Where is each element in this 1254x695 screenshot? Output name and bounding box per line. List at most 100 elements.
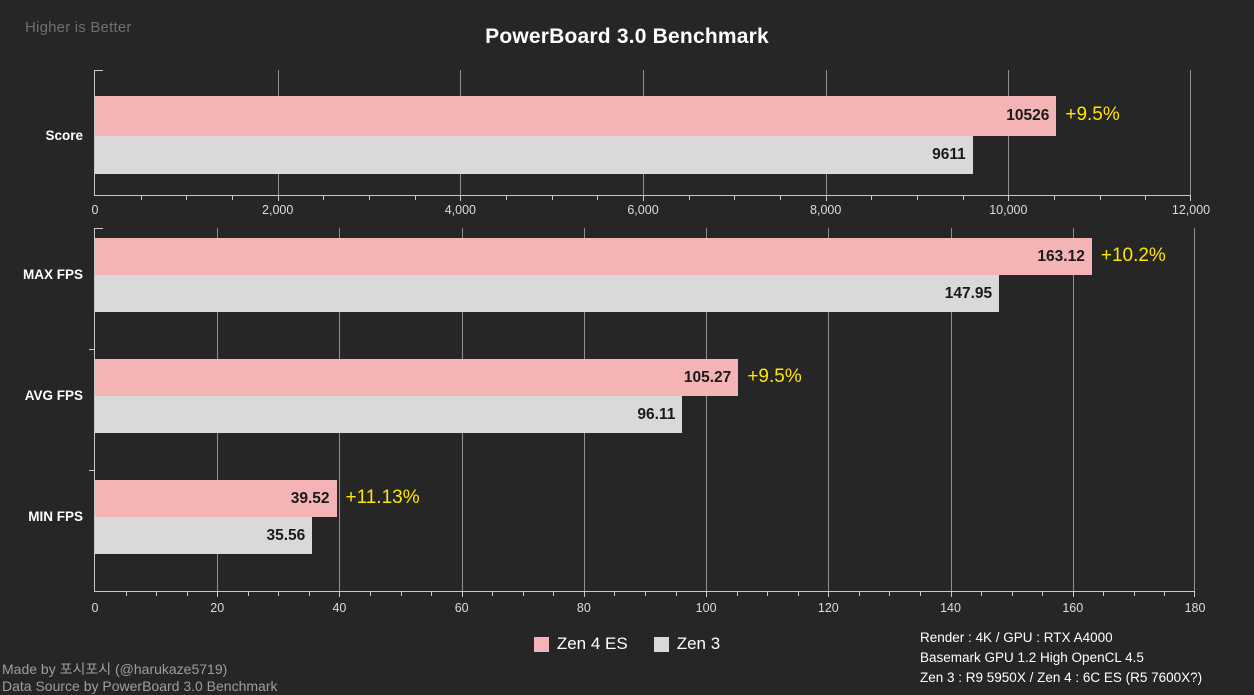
x-axis-minor-tick — [962, 195, 964, 200]
x-axis-tick-label: 120 — [817, 601, 839, 615]
x-axis-tick-label: 12,000 — [1171, 203, 1211, 217]
category-label-min-fps: MIN FPS — [28, 509, 83, 524]
x-axis-minor-tick — [1054, 195, 1055, 200]
x-axis-minor-tick — [597, 195, 599, 200]
x-axis-minor-tick — [917, 195, 918, 200]
x-axis-minor-tick — [1011, 591, 1013, 596]
x-axis-minor-tick — [1164, 591, 1166, 596]
bar-value-label: 9611 — [932, 146, 966, 163]
x-axis-minor-tick — [645, 591, 646, 596]
y-axis-top-cap — [95, 70, 103, 71]
x-axis-minor-tick — [1133, 591, 1135, 596]
x-axis-tick-label: 100 — [695, 601, 717, 615]
x-axis-minor-tick — [140, 195, 142, 200]
x-axis-tick-label: 4,000 — [444, 203, 476, 217]
system-notes: Render : 4K / GPU : RTX A4000 Basemark G… — [920, 628, 1202, 688]
x-axis-tick-label: 160 — [1062, 601, 1084, 615]
bar-zen-4-es-min-fps: 39.52 — [95, 480, 337, 517]
bar-zen-3-min-fps: 35.56 — [95, 517, 313, 554]
x-axis-major-tick — [461, 591, 463, 597]
x-axis-minor-tick — [232, 195, 233, 200]
x-axis-major-tick — [583, 591, 585, 597]
x-axis-minor-tick — [858, 591, 860, 596]
x-axis-tick-label: 0 — [91, 203, 99, 217]
x-axis-major-tick — [706, 591, 708, 597]
x-axis-tick-label: 0 — [91, 601, 99, 615]
x-axis-minor-tick — [889, 591, 891, 596]
x-axis-minor-tick — [125, 591, 127, 596]
x-axis-major-tick — [217, 591, 219, 597]
bar-value-label: 39.52 — [290, 490, 330, 507]
bar-zen-4-es-avg-fps: 105.27 — [95, 359, 739, 396]
gridline — [1072, 228, 1074, 591]
x-axis-minor-tick — [1103, 591, 1105, 596]
x-axis-tick-label: 2,000 — [262, 203, 294, 217]
x-axis-minor-tick — [780, 195, 781, 200]
bar-zen-3-score: 9611 — [95, 136, 973, 174]
bar-zen-4-es-score: 10526 — [95, 96, 1057, 136]
bar-value-label: 147.95 — [944, 285, 993, 302]
x-axis-minor-tick — [920, 591, 921, 596]
x-axis-minor-tick — [1145, 195, 1147, 200]
x-axis-tick-label: 140 — [940, 601, 961, 615]
legend: Zen 4 ES Zen 3 — [0, 634, 1254, 654]
x-axis-major-tick — [460, 195, 462, 201]
legend-item-zen-3: Zen 3 — [653, 634, 721, 654]
bar-value-label: 10526 — [1006, 107, 1050, 124]
y-axis-top-cap — [95, 228, 103, 229]
x-axis-minor-tick — [156, 591, 158, 596]
bar-zen-3-max-fps: 147.95 — [95, 275, 1000, 312]
delta-label-score: +9.5% — [1065, 104, 1120, 125]
x-axis-major-tick — [277, 195, 279, 201]
credit-line-1: Made by 포시포시 (@harukaze5719) — [2, 661, 228, 677]
fps-chart-plot: 0 20 40 60 80 100 120 140 160 180 MAX FPS 163.12 +10… — [23, 228, 1205, 615]
y-axis-category-tick — [89, 470, 95, 471]
x-axis-minor-tick — [414, 195, 416, 200]
x-axis-minor-tick — [734, 195, 736, 200]
x-axis-minor-tick — [278, 591, 280, 596]
note-cpus: Zen 3 : R9 5950X / Zen 4 : 6C ES (R5 760… — [920, 670, 1203, 685]
x-axis-minor-tick — [308, 591, 310, 596]
gridline — [706, 228, 708, 591]
credit-text: Made by 포시포시 (@harukaze5719) Data Source… — [2, 661, 277, 695]
x-axis-major-tick — [1072, 591, 1074, 597]
x-axis-major-tick — [825, 195, 827, 201]
x-axis-minor-tick — [370, 591, 371, 596]
x-axis-minor-tick — [614, 591, 616, 596]
chart-title: PowerBoard 3.0 Benchmark — [485, 25, 769, 48]
x-axis-minor-tick — [186, 591, 188, 596]
x-axis-minor-tick — [369, 195, 370, 200]
gridline — [1194, 228, 1195, 591]
bar-zen-3-avg-fps: 96.11 — [95, 396, 683, 433]
x-axis-minor-tick — [522, 591, 524, 596]
legend-label: Zen 3 — [676, 634, 721, 653]
gridline — [828, 228, 830, 591]
x-axis-minor-tick — [186, 195, 188, 200]
credit-line-2: Data Source by PowerBoard 3.0 Benchmark — [2, 678, 278, 694]
higher-is-better-label: Higher is Better — [25, 19, 132, 36]
x-axis-tick-label: 80 — [576, 601, 591, 615]
x-axis-minor-tick — [1042, 591, 1044, 596]
note-render-gpu: Render : 4K / GPU : RTX A4000 — [920, 630, 1113, 645]
bar-value-label: 35.56 — [266, 527, 306, 544]
x-axis-minor-tick — [675, 591, 677, 596]
x-axis-tick-label: 10,000 — [989, 203, 1028, 217]
zen-3-swatch-icon — [653, 636, 669, 652]
x-axis-major-tick — [1008, 195, 1010, 201]
x-axis-minor-tick — [551, 195, 553, 200]
bar-value-label: 96.11 — [637, 406, 676, 423]
legend-item-zen-4-es: Zen 4 ES — [533, 634, 628, 654]
category-label-avg-fps: AVG FPS — [24, 388, 83, 403]
x-axis-major-tick — [643, 195, 644, 201]
x-axis-minor-tick — [767, 591, 769, 596]
gridline — [950, 228, 952, 591]
x-axis-minor-tick — [247, 591, 249, 596]
x-axis-minor-tick — [1099, 195, 1101, 200]
bar-value-label: 105.27 — [683, 369, 732, 386]
delta-label-min-fps: +11.13% — [345, 486, 420, 508]
score-chart-plot: 0 2,000 4,000 6,000 8,000 10,000 12,000 Score 10… — [45, 70, 1210, 217]
category-label-max-fps: MAX FPS — [22, 267, 83, 282]
gridline — [1190, 70, 1191, 195]
x-axis-minor-tick — [492, 591, 494, 596]
